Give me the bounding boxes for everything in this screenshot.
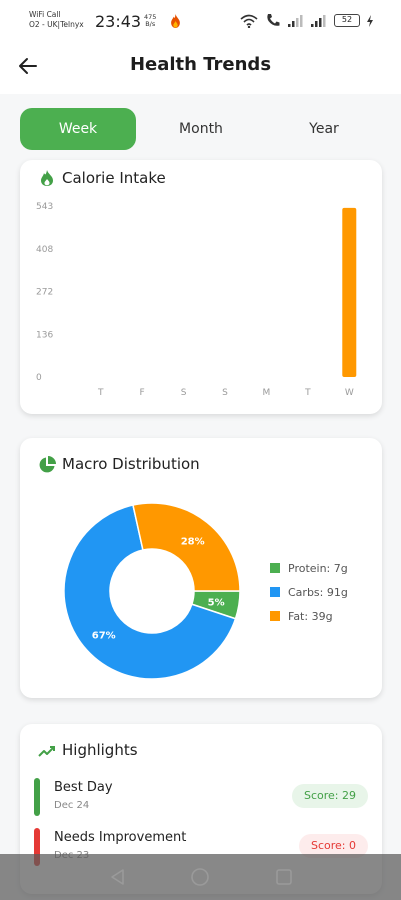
tab-week[interactable]: Week bbox=[20, 108, 136, 150]
highlight-name: Best Day bbox=[54, 780, 113, 795]
highlight-indicator-green bbox=[34, 778, 40, 816]
pie-chart-icon bbox=[39, 456, 56, 473]
y-tick-label: 408 bbox=[36, 245, 53, 255]
battery-indicator: 52 bbox=[334, 14, 360, 27]
nav-home-icon[interactable] bbox=[190, 867, 210, 887]
legend-swatch-carbs bbox=[270, 587, 280, 597]
carrier-line-1: WiFi Call bbox=[29, 10, 61, 19]
system-nav-bar bbox=[0, 854, 401, 900]
legend-swatch-fat bbox=[270, 611, 280, 621]
highlight-indicator-red bbox=[34, 828, 40, 866]
tab-year[interactable]: Year bbox=[309, 121, 339, 137]
x-tick-label: W bbox=[345, 388, 354, 398]
highlight-best-day: Best Day Dec 24 Score: 29 bbox=[34, 778, 368, 818]
status-time: 23:43 bbox=[95, 12, 142, 31]
macro-distribution-card: Macro Distribution 5% 67% 28% Protein: 7g … bbox=[20, 438, 382, 698]
legend-item-protein: Protein: 7g bbox=[270, 556, 348, 580]
wifi-calling-icon bbox=[267, 14, 280, 26]
nav-recents-icon[interactable] bbox=[274, 867, 294, 887]
y-tick-label: 136 bbox=[36, 330, 53, 340]
x-tick-label: M bbox=[263, 388, 271, 398]
status-bar: WiFi Call O2 - UK|Telnyx 23:43 475 B/s bbox=[0, 0, 401, 42]
legend-label-protein: Protein: 7g bbox=[288, 561, 348, 575]
legend-label-fat: Fat: 39g bbox=[288, 609, 333, 623]
legend-item-fat: Fat: 39g bbox=[270, 604, 348, 628]
legend-swatch-protein bbox=[270, 563, 280, 573]
legend-label-carbs: Carbs: 91g bbox=[288, 585, 348, 599]
fire-icon bbox=[41, 170, 53, 186]
calorie-intake-title: Calorie Intake bbox=[62, 169, 166, 187]
y-tick-label: 272 bbox=[36, 288, 53, 298]
back-arrow-icon[interactable] bbox=[16, 54, 40, 78]
wifi-icon bbox=[240, 14, 258, 28]
macro-legend: Protein: 7g Carbs: 91g Fat: 39g bbox=[270, 556, 348, 628]
period-tabs: Week Month Year bbox=[20, 108, 382, 150]
carrier-info: WiFi Call O2 - UK|Telnyx bbox=[29, 10, 84, 30]
app-bar: Health Trends bbox=[0, 42, 401, 94]
y-tick-label: 543 bbox=[36, 202, 53, 212]
charging-icon bbox=[367, 14, 373, 27]
score-badge: Score: 29 bbox=[291, 784, 368, 808]
page-title: Health Trends bbox=[129, 54, 272, 75]
slice-label-carbs: 67% bbox=[92, 631, 116, 642]
slice-carbs bbox=[63, 504, 237, 680]
carrier-line-2: O2 - UK|Telnyx bbox=[29, 20, 84, 29]
x-tick-label: S bbox=[222, 388, 228, 398]
system-icons: 52 bbox=[240, 13, 373, 28]
tab-month[interactable]: Month bbox=[179, 121, 223, 137]
trending-up-icon bbox=[38, 746, 55, 757]
y-tick-label: 0 bbox=[36, 373, 42, 383]
flame-notification-icon bbox=[171, 14, 180, 28]
calorie-intake-card: Calorie Intake 0 136 272 408 543 T F S S M T W bbox=[20, 160, 382, 414]
slice-label-protein: 5% bbox=[208, 597, 225, 608]
x-tick-label: F bbox=[140, 388, 145, 398]
signal-icon-2 bbox=[311, 15, 326, 27]
net-speed: 475 B/s bbox=[144, 14, 156, 28]
macro-donut-chart: 5% 67% 28% bbox=[63, 502, 241, 680]
slice-label-fat: 28% bbox=[181, 536, 205, 547]
legend-item-carbs: Carbs: 91g bbox=[270, 580, 348, 604]
net-speed-value: 475 bbox=[144, 13, 157, 21]
macro-distribution-title: Macro Distribution bbox=[62, 455, 200, 473]
x-tick-label: T bbox=[304, 388, 311, 398]
highlights-title: Highlights bbox=[62, 741, 138, 759]
net-speed-unit: B/s bbox=[145, 20, 156, 28]
highlight-name: Needs Improvement bbox=[54, 830, 187, 845]
calorie-bar-chart: 0 136 272 408 543 T F S S M T W bbox=[36, 202, 357, 398]
x-tick-label: T bbox=[97, 388, 104, 398]
slice-fat bbox=[132, 502, 241, 592]
nav-back-icon[interactable] bbox=[108, 867, 128, 887]
highlight-date: Dec 24 bbox=[54, 800, 90, 811]
bar-6 bbox=[342, 207, 357, 377]
signal-icon-1 bbox=[288, 15, 303, 27]
x-tick-label: S bbox=[181, 388, 187, 398]
